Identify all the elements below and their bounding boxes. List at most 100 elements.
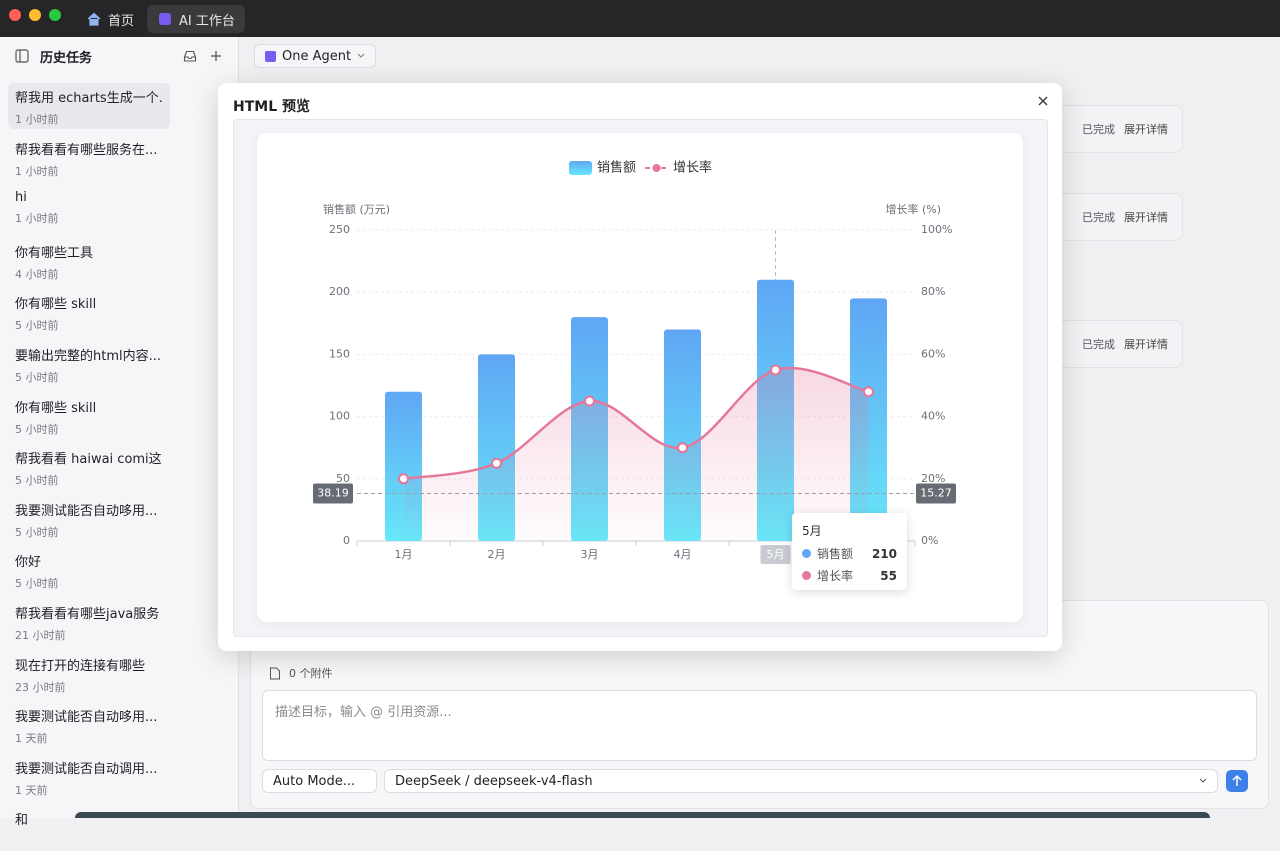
tab-label: 首页	[108, 10, 134, 29]
task-time: 5 小时前	[15, 317, 163, 333]
prompt-input[interactable]: 描述目标，输入 @ 引用资源...	[262, 690, 1257, 761]
task-time: 1 天前	[15, 782, 163, 798]
task-title: 我要测试能否自动哆用...	[15, 500, 163, 519]
task-title: 帮我看看有哪些java服务	[15, 603, 163, 622]
minimize-button[interactable]	[29, 9, 41, 21]
task-time: 5 小时前	[15, 524, 163, 540]
step-action[interactable]: 展开详情	[1124, 336, 1168, 352]
step-status: 已完成	[1082, 121, 1115, 137]
y-tick-label: 150	[329, 347, 350, 360]
model-selector[interactable]: DeepSeek / deepseek-v4-flash	[384, 769, 1218, 793]
tab[interactable]: AI 工作台	[147, 5, 245, 33]
app: {"window": {"tabs": ["首页", "AI 工作台"]}, "…	[0, 0, 1280, 818]
placeholder: 描述目标，输入 @ 引用资源...	[275, 705, 452, 720]
new-task-icon[interactable]	[209, 49, 223, 63]
task-time: 4 小时前	[15, 266, 163, 282]
y2-axis-title: 增长率 (%)	[885, 202, 941, 216]
tooltip-name: 增长率	[817, 567, 880, 584]
point	[492, 459, 501, 468]
point	[678, 443, 687, 452]
task-item[interactable]: 我要测试能否自动哆用...1 天前	[8, 702, 170, 748]
task-item[interactable]: 你有哪些 skill 5 小时前	[8, 393, 170, 439]
close-button[interactable]	[9, 9, 21, 21]
task-title: 你有哪些 skill	[15, 293, 163, 312]
y2-tick-label: 0%	[921, 534, 938, 547]
task-time: 5 小时前	[15, 421, 163, 437]
task-time: 5 小时前	[15, 472, 163, 488]
task-item[interactable]: 帮我看看 haiwai comi这...5 小时前	[8, 444, 170, 490]
send-button[interactable]	[1226, 770, 1248, 792]
task-item[interactable]: 我要测试能否自动调用... 1 天前	[8, 754, 170, 800]
task-title: 你有哪些工具	[15, 242, 163, 261]
task-title: 你好	[15, 551, 163, 570]
task-title: 帮我用 echarts生成一个...	[15, 87, 163, 106]
step-action[interactable]: 展开详情	[1124, 209, 1168, 225]
model: DeepSeek / deepseek-v4-flash	[395, 774, 593, 789]
step-status: 已完成	[1082, 336, 1115, 352]
file-icon	[269, 667, 281, 680]
agent-selector[interactable]: One Agent	[254, 44, 376, 68]
task-time: 1 天前	[15, 730, 163, 746]
modal-title: HTML 预览	[233, 96, 310, 116]
y-tick-label: 250	[329, 223, 350, 236]
task-item[interactable]: 要输出完整的html内容...5 小时前	[8, 341, 170, 387]
point	[864, 387, 873, 396]
task-title: 你有哪些 skill	[15, 397, 163, 416]
task-item[interactable]: 帮我看看有哪些服务在...1 小时前	[8, 135, 170, 181]
y2-tick-label: 60%	[921, 347, 945, 360]
y-tick-label: 200	[329, 285, 350, 298]
send-icon	[1226, 770, 1248, 792]
tab[interactable]: 首页	[76, 5, 144, 33]
step-status: 已完成	[1082, 209, 1115, 225]
ai-icon	[157, 11, 173, 27]
close-modal[interactable]	[1038, 96, 1048, 106]
sidebar-toggle[interactable]	[15, 49, 29, 63]
y2-tick-label: 100%	[921, 223, 952, 236]
attachments[interactable]: 0 个附件	[289, 665, 333, 681]
legend-label: 增长率	[673, 160, 712, 176]
title-bar: 首页 AI 工作台	[0, 0, 1280, 37]
task-item[interactable]: 帮我用 echarts生成一个... 1 小时前	[8, 83, 170, 129]
agent-icon	[265, 51, 276, 62]
task-title: hi	[15, 190, 163, 205]
y2-tick-label: 40%	[921, 410, 945, 423]
tooltip-value: 210	[872, 547, 897, 561]
task-title: 我要测试能否自动调用...	[15, 758, 163, 777]
dock	[75, 812, 1210, 818]
tooltip-dot	[802, 549, 811, 558]
tooltip-dot	[802, 571, 811, 580]
y2-tick-label: 20%	[921, 472, 945, 485]
x-tick-label: 4月	[674, 548, 692, 561]
zoom-button[interactable]	[49, 9, 61, 21]
task-time: 1 小时前	[15, 111, 163, 127]
y-tick-label: 100	[329, 410, 350, 423]
attachment-bar: 0 个附件	[269, 665, 333, 681]
tooltip-value: 55	[880, 569, 897, 583]
legend-label: 销售额	[597, 160, 636, 176]
agent-name: One Agent	[282, 49, 351, 64]
task-item[interactable]: 我要测试能否自动哆用... 5 小时前	[8, 496, 170, 542]
home-icon	[86, 11, 102, 27]
task-item[interactable]: 你有哪些工具 4 小时前	[8, 238, 170, 284]
crosshair-label: 38.19	[317, 486, 349, 499]
y-axis-title: 销售额 (万元)	[323, 202, 390, 216]
chevron	[1199, 778, 1207, 784]
point	[585, 397, 594, 406]
step-action[interactable]: 展开详情	[1124, 121, 1168, 137]
mode-selector[interactable]: Auto Mode...	[262, 769, 377, 793]
task-item[interactable]: 你有哪些 skill 5 小时前	[8, 289, 170, 335]
legend-swatch	[653, 164, 661, 172]
tab-label: AI 工作台	[179, 10, 235, 29]
inbox-icon[interactable]	[183, 49, 197, 63]
x-tick-label: 3月	[581, 548, 599, 561]
x-tick-label: 5月	[767, 548, 785, 561]
chevron	[357, 53, 365, 59]
